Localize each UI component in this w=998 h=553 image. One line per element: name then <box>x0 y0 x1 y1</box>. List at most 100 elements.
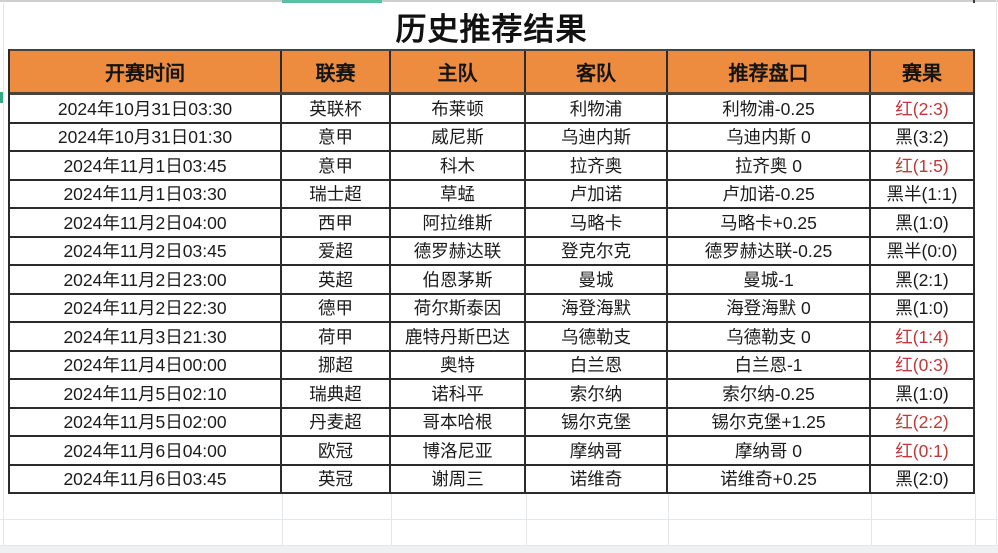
cell-away-team[interactable]: 乌迪内斯 <box>526 123 668 150</box>
cell-result[interactable]: 黑半(0:0) <box>886 241 958 262</box>
cell-home-team[interactable]: 布莱顿 <box>391 95 526 122</box>
cell-result[interactable]: 红(0:3) <box>895 355 949 376</box>
cell-home-team[interactable]: 威尼斯 <box>391 123 526 150</box>
cell-league[interactable]: 荷甲 <box>282 323 391 350</box>
cell-league[interactable]: 英超 <box>282 266 391 293</box>
cell-recommended-handicap[interactable]: 白兰恩-1 <box>668 351 871 378</box>
cell-kickoff-time[interactable]: 2024年11月3日21:30 <box>10 323 282 350</box>
page-title[interactable]: 历史推荐结果 <box>395 11 588 47</box>
cell-away-team[interactable]: 诺维奇 <box>526 465 668 492</box>
sheet-gridline-vertical <box>871 494 872 553</box>
header-cell-home-team[interactable]: 主队 <box>391 51 526 92</box>
cell-result[interactable]: 红(2:2) <box>895 412 949 433</box>
cell-home-team[interactable]: 奥特 <box>391 351 526 378</box>
cell-league[interactable]: 意甲 <box>282 152 391 179</box>
header-cell-away-team[interactable]: 客队 <box>526 51 668 92</box>
cell-result[interactable]: 红(1:5) <box>895 155 949 176</box>
cell-home-team[interactable]: 谢周三 <box>391 465 526 492</box>
cell-kickoff-time[interactable]: 2024年10月31日01:30 <box>10 123 282 150</box>
cell-result[interactable]: 黑半(1:1) <box>886 184 958 205</box>
cell-away-team[interactable]: 乌德勒支 <box>526 323 668 350</box>
cell-away-team[interactable]: 海登海默 <box>526 294 668 321</box>
cell-home-team[interactable]: 鹿特丹斯巴达 <box>391 323 526 350</box>
cell-recommended-handicap[interactable]: 利物浦-0.25 <box>668 95 871 122</box>
cell-result[interactable]: 红(0:1) <box>895 440 949 461</box>
cell-kickoff-time[interactable]: 2024年11月6日03:45 <box>10 465 282 492</box>
cell-away-team[interactable]: 马略卡 <box>526 209 668 236</box>
cell-recommended-handicap[interactable]: 曼城-1 <box>668 266 871 293</box>
cell-recommended-handicap[interactable]: 诺维奇+0.25 <box>668 465 871 492</box>
header-cell-kickoff-time[interactable]: 开赛时间 <box>10 51 282 92</box>
table-row: 2024年11月2日04:00 西甲 阿拉维斯 马略卡 马略卡+0.25 黑(1… <box>10 209 973 238</box>
cell-result[interactable]: 黑(1:0) <box>895 383 949 404</box>
cell-away-team[interactable]: 白兰恩 <box>526 351 668 378</box>
cell-home-team[interactable]: 草蜢 <box>391 180 526 207</box>
cell-home-team[interactable]: 哥本哈根 <box>391 408 526 435</box>
cell-home-team[interactable]: 荷尔斯泰因 <box>391 294 526 321</box>
cell-kickoff-time[interactable]: 2024年11月5日02:10 <box>10 380 282 407</box>
cell-league[interactable]: 西甲 <box>282 209 391 236</box>
cell-league[interactable]: 德甲 <box>282 294 391 321</box>
cell-kickoff-time[interactable]: 2024年11月2日04:00 <box>10 209 282 236</box>
cell-result[interactable]: 黑(1:0) <box>895 212 949 233</box>
cell-away-team[interactable]: 利物浦 <box>526 95 668 122</box>
cell-kickoff-time[interactable]: 2024年10月31日03:30 <box>10 95 282 122</box>
cell-away-team[interactable]: 曼城 <box>526 266 668 293</box>
cell-recommended-handicap[interactable]: 卢加诺-0.25 <box>668 180 871 207</box>
horizontal-scrollbar-track[interactable] <box>0 0 998 2</box>
cell-kickoff-time[interactable]: 2024年11月2日22:30 <box>10 294 282 321</box>
cell-league[interactable]: 英冠 <box>282 465 391 492</box>
cell-recommended-handicap[interactable]: 德罗赫达联-0.25 <box>668 237 871 264</box>
cell-result[interactable]: 黑(1:0) <box>895 298 949 319</box>
cell-kickoff-time[interactable]: 2024年11月2日03:45 <box>10 237 282 264</box>
cell-league[interactable]: 英联杯 <box>282 95 391 122</box>
cell-result[interactable]: 红(1:4) <box>895 326 949 347</box>
cell-home-team[interactable]: 博洛尼亚 <box>391 437 526 464</box>
selection-marker <box>0 92 3 103</box>
cell-away-team[interactable]: 卢加诺 <box>526 180 668 207</box>
header-cell-league[interactable]: 联赛 <box>282 51 391 92</box>
cell-away-team[interactable]: 登克尔克 <box>526 237 668 264</box>
cell-league[interactable]: 挪超 <box>282 351 391 378</box>
cell-home-team[interactable]: 诺科平 <box>391 380 526 407</box>
cell-away-team[interactable]: 拉齐奥 <box>526 152 668 179</box>
cell-result[interactable]: 黑(2:1) <box>895 269 949 290</box>
horizontal-scrollbar-thumb[interactable] <box>282 0 382 3</box>
table-body: 2024年10月31日03:30 英联杯 布莱顿 利物浦 利物浦-0.25 红(… <box>10 95 973 494</box>
cell-recommended-handicap[interactable]: 海登海默 0 <box>668 294 871 321</box>
cell-home-team[interactable]: 德罗赫达联 <box>391 237 526 264</box>
cell-league[interactable]: 瑞士超 <box>282 180 391 207</box>
header-cell-result[interactable]: 赛果 <box>902 63 942 85</box>
cell-home-team[interactable]: 阿拉维斯 <box>391 209 526 236</box>
cell-away-team[interactable]: 锡尔克堡 <box>526 408 668 435</box>
table-row: 2024年11月2日03:45 爱超 德罗赫达联 登克尔克 德罗赫达联-0.25… <box>10 237 973 266</box>
cell-league[interactable]: 瑞典超 <box>282 380 391 407</box>
cell-league[interactable]: 丹麦超 <box>282 408 391 435</box>
cell-recommended-handicap[interactable]: 锡尔克堡+1.25 <box>668 408 871 435</box>
table-row: 2024年11月2日23:00 英超 伯恩茅斯 曼城 曼城-1 黑(2:1) <box>10 266 973 295</box>
cell-kickoff-time[interactable]: 2024年11月1日03:30 <box>10 180 282 207</box>
cell-home-team[interactable]: 科木 <box>391 152 526 179</box>
sheet-gridline-vertical <box>996 0 997 553</box>
cell-recommended-handicap[interactable]: 马略卡+0.25 <box>668 209 871 236</box>
cell-result[interactable]: 红(2:3) <box>895 98 949 119</box>
cell-kickoff-time[interactable]: 2024年11月1日03:45 <box>10 152 282 179</box>
cell-recommended-handicap[interactable]: 乌德勒支 0 <box>668 323 871 350</box>
cell-kickoff-time[interactable]: 2024年11月4日00:00 <box>10 351 282 378</box>
cell-league[interactable]: 爱超 <box>282 237 391 264</box>
cell-away-team[interactable]: 摩纳哥 <box>526 437 668 464</box>
cell-recommended-handicap[interactable]: 乌迪内斯 0 <box>668 123 871 150</box>
cell-league[interactable]: 欧冠 <box>282 437 391 464</box>
cell-recommended-handicap[interactable]: 摩纳哥 0 <box>668 437 871 464</box>
cell-recommended-handicap[interactable]: 拉齐奥 0 <box>668 152 871 179</box>
cell-league[interactable]: 意甲 <box>282 123 391 150</box>
cell-away-team[interactable]: 索尔纳 <box>526 380 668 407</box>
cell-home-team[interactable]: 伯恩茅斯 <box>391 266 526 293</box>
header-cell-recommended-handicap[interactable]: 推荐盘口 <box>668 51 871 92</box>
cell-kickoff-time[interactable]: 2024年11月2日23:00 <box>10 266 282 293</box>
cell-recommended-handicap[interactable]: 索尔纳-0.25 <box>668 380 871 407</box>
cell-result[interactable]: 黑(2:0) <box>895 469 949 490</box>
cell-kickoff-time[interactable]: 2024年11月5日02:00 <box>10 408 282 435</box>
cell-result[interactable]: 黑(3:2) <box>895 127 949 148</box>
cell-kickoff-time[interactable]: 2024年11月6日04:00 <box>10 437 282 464</box>
